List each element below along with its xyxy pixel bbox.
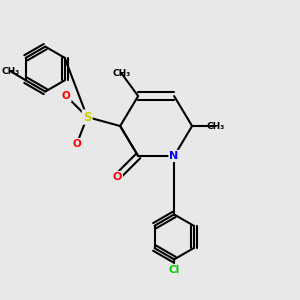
Text: O: O <box>62 91 70 101</box>
Text: CH₃: CH₃ <box>207 122 225 130</box>
Text: O: O <box>112 172 122 182</box>
Text: O: O <box>72 139 81 149</box>
Text: CH₃: CH₃ <box>112 69 131 78</box>
Text: Cl: Cl <box>169 265 180 275</box>
Text: N: N <box>169 151 179 161</box>
Text: S: S <box>83 110 92 124</box>
Text: CH₃: CH₃ <box>2 67 20 76</box>
